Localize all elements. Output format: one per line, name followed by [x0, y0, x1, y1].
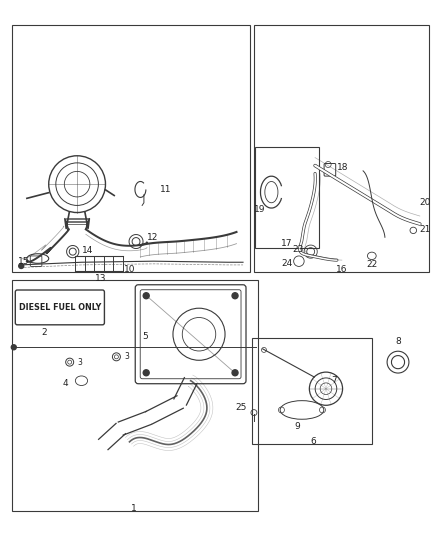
- Text: 3: 3: [78, 358, 82, 367]
- Text: DIESEL FUEL ONLY: DIESEL FUEL ONLY: [19, 303, 101, 312]
- Text: 3: 3: [124, 352, 129, 361]
- Text: 24: 24: [281, 260, 292, 268]
- Text: 6: 6: [310, 437, 316, 446]
- Circle shape: [19, 263, 24, 269]
- Text: 2: 2: [42, 328, 47, 337]
- Text: 16: 16: [336, 265, 347, 273]
- Text: 21: 21: [420, 225, 431, 234]
- Text: 1: 1: [131, 504, 137, 513]
- Text: 5: 5: [142, 332, 148, 341]
- Text: 10: 10: [124, 265, 135, 273]
- Bar: [255, 147, 319, 248]
- Bar: [252, 338, 372, 445]
- Text: 15: 15: [18, 257, 29, 265]
- Text: 23: 23: [293, 245, 304, 254]
- Text: 12: 12: [147, 233, 158, 242]
- Text: 14: 14: [81, 246, 93, 255]
- Circle shape: [143, 293, 149, 298]
- Circle shape: [232, 370, 238, 376]
- Text: 22: 22: [366, 260, 378, 269]
- Bar: [254, 25, 428, 272]
- Text: 4: 4: [63, 379, 68, 388]
- Text: 9: 9: [295, 422, 300, 431]
- Text: 13: 13: [95, 274, 107, 284]
- Bar: [12, 25, 250, 272]
- Text: 18: 18: [337, 163, 348, 172]
- Text: 8: 8: [395, 337, 401, 346]
- Bar: [12, 280, 258, 511]
- Text: 17: 17: [281, 239, 293, 248]
- Text: 7: 7: [331, 376, 337, 385]
- Circle shape: [143, 370, 149, 376]
- Text: 25: 25: [235, 403, 247, 412]
- Circle shape: [11, 345, 16, 350]
- Text: 20: 20: [420, 198, 431, 207]
- Circle shape: [232, 293, 238, 298]
- FancyBboxPatch shape: [15, 290, 104, 325]
- Text: 11: 11: [160, 185, 172, 194]
- Text: 19: 19: [254, 205, 266, 214]
